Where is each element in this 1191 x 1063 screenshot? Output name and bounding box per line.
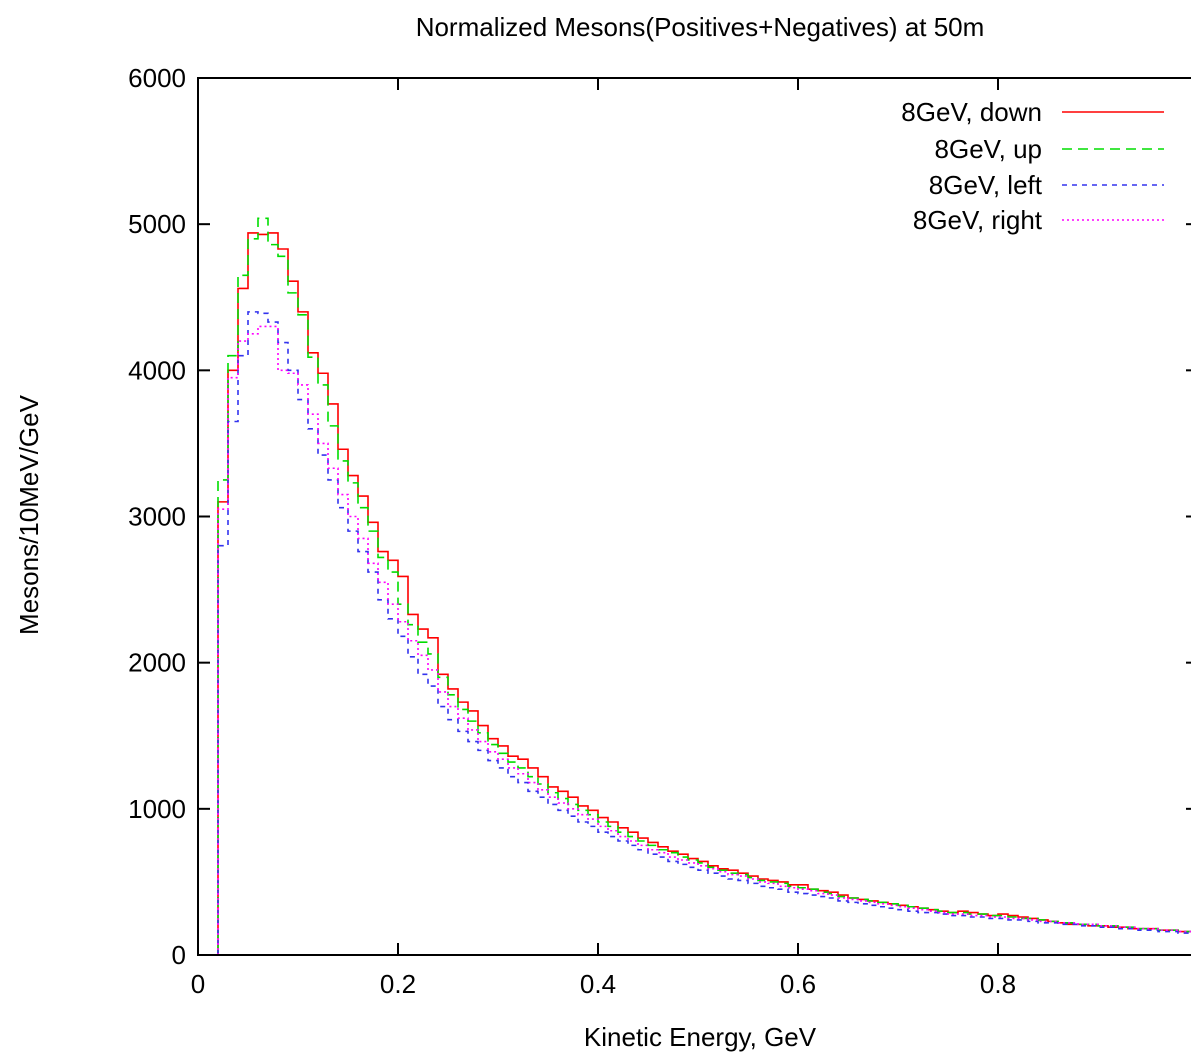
y-tick-label: 2000 <box>128 648 186 678</box>
legend-label: 8GeV, down <box>901 97 1042 127</box>
x-tick-label: 0 <box>191 969 205 999</box>
y-tick-label: 4000 <box>128 355 186 385</box>
x-tick-label: 0.4 <box>580 969 616 999</box>
x-tick-label: 0.6 <box>780 969 816 999</box>
chart-title: Normalized Mesons(Positives+Negatives) a… <box>416 12 985 42</box>
series-line-0 <box>217 232 1191 955</box>
x-axis-ticks: 00.20.40.60.81 <box>191 78 1191 999</box>
legend-label: 8GeV, left <box>929 170 1043 200</box>
x-axis-label: Kinetic Energy, GeV <box>584 1022 817 1052</box>
y-axis-label: Mesons/10MeV/GeV <box>14 394 44 635</box>
y-tick-label: 1000 <box>128 794 186 824</box>
series-line-2 <box>217 311 1191 955</box>
legend-label: 8GeV, right <box>913 205 1043 235</box>
legend-label: 8GeV, up <box>935 134 1042 164</box>
y-tick-label: 5000 <box>128 209 186 239</box>
series-layer <box>217 217 1191 955</box>
series-line-1 <box>217 217 1191 955</box>
y-tick-label: 0 <box>172 940 186 970</box>
legend: 8GeV, down 8GeV, up 8GeV, left 8GeV, right <box>901 97 1164 235</box>
y-axis-ticks: 0 1000 2000 3000 4000 5000 6000 <box>128 63 1191 970</box>
y-tick-label: 3000 <box>128 502 186 532</box>
x-tick-label: 0.2 <box>380 969 416 999</box>
series-line-3 <box>217 325 1191 955</box>
x-tick-label: 0.8 <box>980 969 1016 999</box>
y-tick-label: 6000 <box>128 63 186 93</box>
plot-frame <box>197 77 1191 956</box>
